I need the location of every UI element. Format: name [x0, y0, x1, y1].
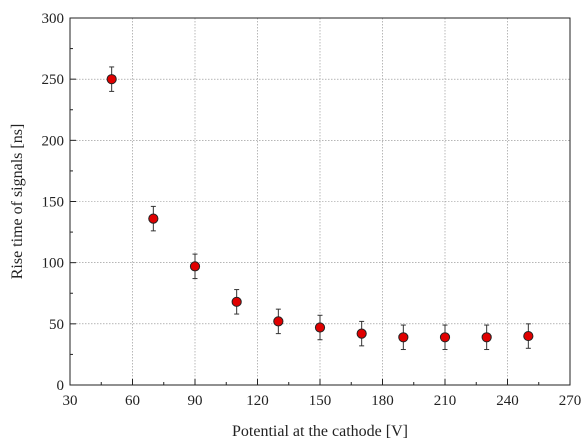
x-axis-label: Potential at the cathode [V] — [232, 423, 408, 440]
data-point — [106, 74, 117, 85]
data-point — [356, 328, 367, 339]
x-tick-label: 180 — [371, 393, 394, 409]
data-point — [189, 261, 201, 272]
data-point — [481, 332, 492, 343]
axis-ticks — [69, 17, 571, 386]
x-tick-label: 240 — [496, 393, 519, 409]
x-tick-label: 150 — [309, 393, 332, 409]
x-tick-label: 30 — [63, 393, 78, 409]
y-tick-label: 0 — [57, 378, 65, 394]
data-point — [398, 332, 409, 343]
data-point — [314, 322, 326, 333]
y-tick-label: 250 — [42, 72, 65, 88]
y-tick-label: 150 — [42, 195, 65, 211]
data-point — [231, 296, 242, 307]
x-tick-label: 210 — [434, 393, 457, 409]
data-point — [439, 332, 451, 343]
data-point — [148, 213, 159, 224]
y-tick-labels: 0 50 100 150 200 250 300 — [42, 11, 65, 394]
x-tick-label: 60 — [125, 393, 140, 409]
data-point — [523, 330, 534, 342]
y-tick-label: 100 — [42, 256, 65, 272]
x-tick-label: 90 — [188, 393, 203, 409]
data-point — [273, 316, 284, 327]
x-tick-label: 270 — [559, 393, 582, 409]
y-axis-label: Rise time of signals [ns] — [9, 124, 26, 280]
x-tick-labels: 30 60 90 120 150 180 210 240 270 — [63, 393, 582, 409]
y-tick-label: 300 — [42, 11, 65, 27]
data-points — [106, 74, 534, 343]
y-tick-label: 50 — [49, 317, 64, 333]
grid-lines — [70, 18, 570, 385]
x-tick-label: 120 — [246, 393, 269, 409]
y-tick-label: 200 — [42, 133, 65, 149]
